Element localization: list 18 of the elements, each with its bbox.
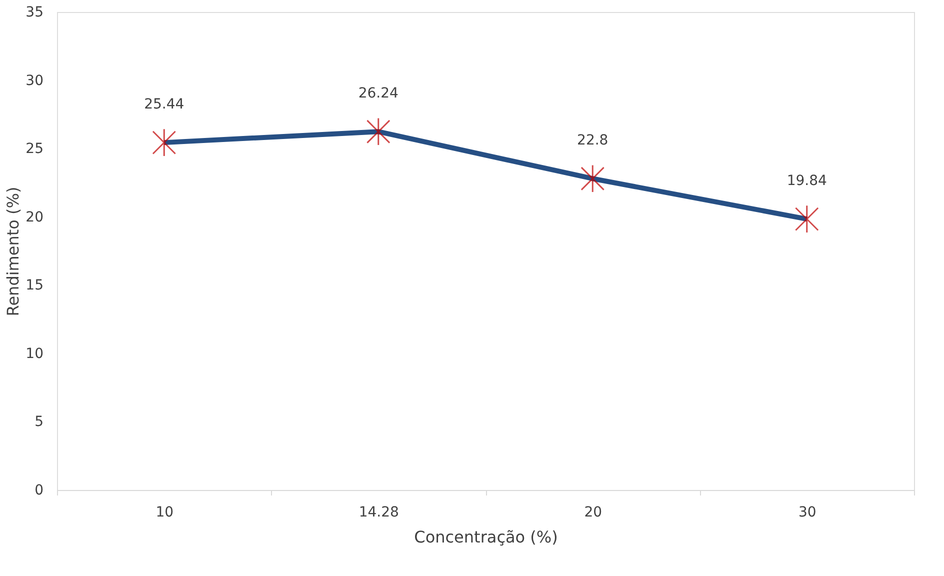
data-label: 22.8 [577,132,608,149]
y-tick-label: 30 [26,72,44,89]
x-tick-label: 14.28 [358,504,399,520]
y-tick-label: 15 [26,278,44,294]
y-tick-label: 25 [26,141,44,158]
y-tick-label: 10 [26,346,44,362]
y-tick-label: 5 [34,414,44,430]
data-label: 26.24 [358,86,398,102]
y-axis-title: Rendimento (%) [4,186,23,316]
y-tick-label: 0 [34,482,44,498]
x-tick-label: 30 [798,504,816,520]
data-label: 19.84 [786,173,827,190]
y-tick-label: 35 [26,4,44,20]
data-label: 25.44 [144,96,184,113]
x-tick-label: 10 [156,504,174,520]
x-axis-title: Concentração (%) [414,528,558,546]
x-tick-label: 20 [584,504,602,520]
y-tick-label: 20 [26,209,44,226]
